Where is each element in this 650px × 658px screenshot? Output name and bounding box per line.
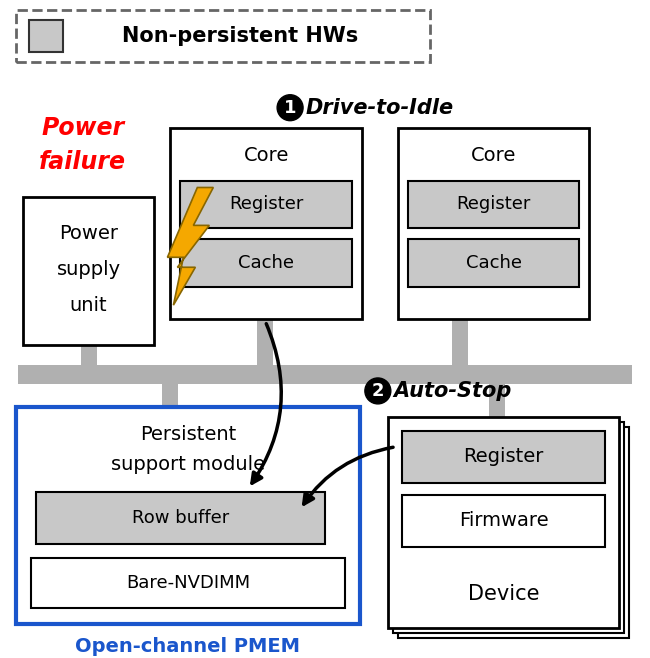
FancyBboxPatch shape — [16, 407, 360, 624]
Polygon shape — [168, 188, 213, 305]
Text: Auto-Stop: Auto-Stop — [394, 381, 512, 401]
Text: support module: support module — [111, 455, 265, 474]
FancyBboxPatch shape — [181, 240, 352, 287]
Text: Persistent: Persistent — [140, 425, 236, 444]
FancyBboxPatch shape — [23, 197, 155, 345]
Text: Row buffer: Row buffer — [132, 509, 229, 526]
FancyBboxPatch shape — [393, 422, 624, 633]
FancyBboxPatch shape — [170, 128, 362, 319]
FancyBboxPatch shape — [29, 20, 62, 52]
FancyArrowPatch shape — [304, 447, 393, 504]
FancyArrowPatch shape — [252, 324, 281, 483]
FancyBboxPatch shape — [31, 559, 345, 609]
Text: Register: Register — [229, 195, 304, 213]
Circle shape — [277, 95, 303, 120]
FancyBboxPatch shape — [398, 427, 629, 638]
Text: failure: failure — [39, 149, 126, 174]
FancyBboxPatch shape — [408, 240, 579, 287]
Text: unit: unit — [70, 295, 107, 315]
Text: Open-channel PMEM: Open-channel PMEM — [75, 637, 300, 656]
FancyBboxPatch shape — [16, 10, 430, 62]
FancyBboxPatch shape — [398, 128, 590, 319]
FancyBboxPatch shape — [162, 384, 178, 445]
Text: Firmware: Firmware — [459, 511, 549, 530]
FancyBboxPatch shape — [402, 495, 605, 547]
Text: Bare-NVDIMM: Bare-NVDIMM — [126, 574, 250, 592]
Text: Device: Device — [468, 584, 540, 604]
FancyBboxPatch shape — [181, 180, 352, 228]
Text: Register: Register — [456, 195, 531, 213]
Text: Core: Core — [244, 146, 289, 165]
FancyBboxPatch shape — [81, 299, 97, 365]
Text: Drive-to-Idle: Drive-to-Idle — [306, 97, 454, 118]
Circle shape — [365, 378, 391, 404]
FancyBboxPatch shape — [388, 417, 619, 628]
Text: Non-persistent HWs: Non-persistent HWs — [122, 26, 358, 46]
Text: 1: 1 — [284, 99, 296, 116]
FancyBboxPatch shape — [257, 319, 273, 365]
FancyBboxPatch shape — [18, 365, 632, 384]
FancyBboxPatch shape — [36, 492, 325, 544]
FancyBboxPatch shape — [408, 180, 579, 228]
FancyBboxPatch shape — [402, 431, 605, 483]
FancyBboxPatch shape — [452, 319, 467, 365]
Text: supply: supply — [57, 260, 121, 279]
Text: Core: Core — [471, 146, 516, 165]
Text: Cache: Cache — [238, 254, 294, 272]
Text: Cache: Cache — [465, 254, 521, 272]
Text: 2: 2 — [372, 382, 384, 400]
Text: Register: Register — [463, 447, 543, 467]
Text: Power: Power — [41, 116, 124, 139]
Text: Power: Power — [59, 224, 118, 243]
FancyBboxPatch shape — [489, 384, 504, 439]
